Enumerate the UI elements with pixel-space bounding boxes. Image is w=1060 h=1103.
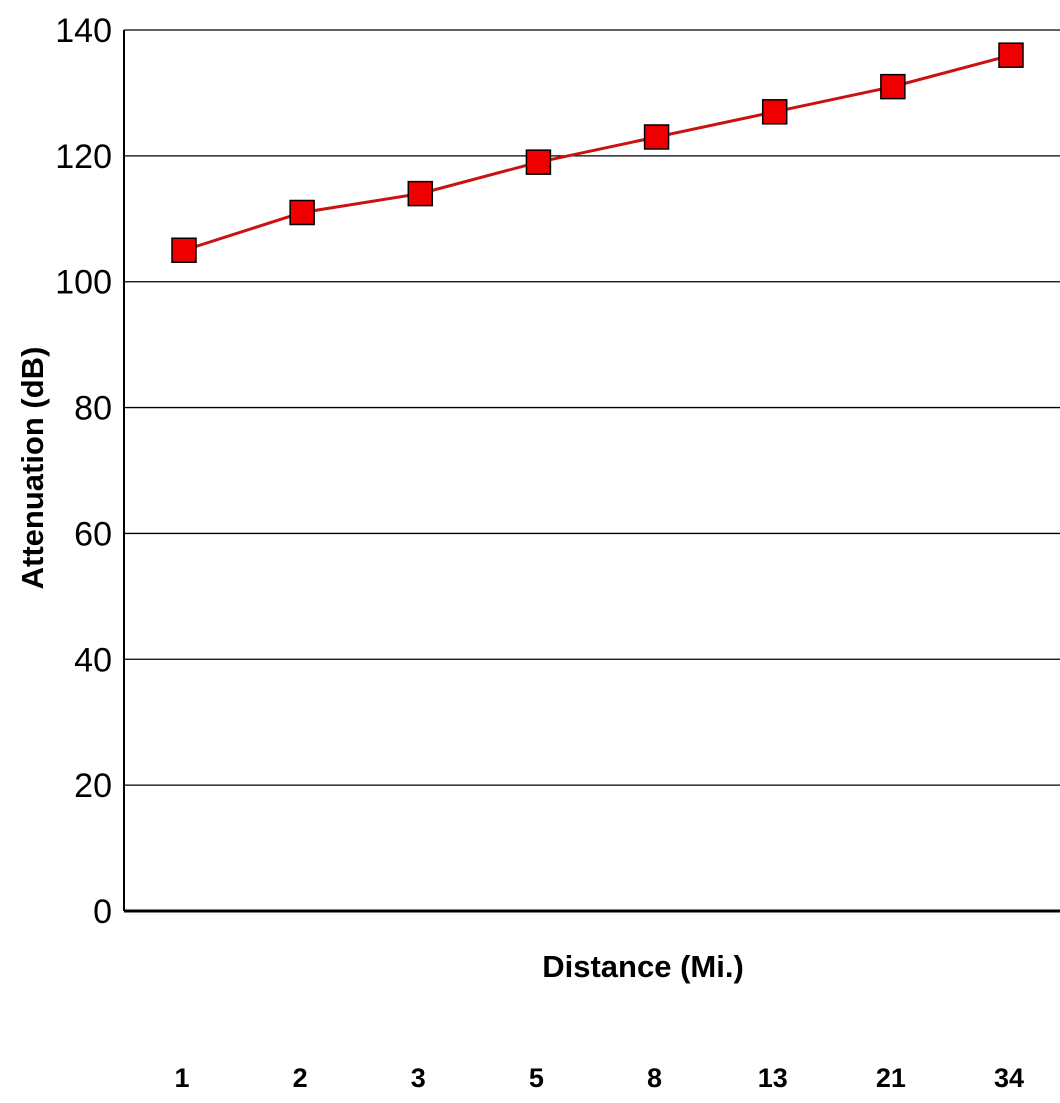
x-tick-label: 5	[529, 1063, 544, 1093]
data-point-marker	[998, 42, 1024, 68]
y-tick-label: 140	[55, 12, 112, 50]
x-tick-label: 13	[758, 1063, 788, 1093]
y-tick-label: 120	[55, 138, 112, 176]
x-tick-label: 34	[994, 1063, 1024, 1093]
x-tick-label: 3	[411, 1063, 426, 1093]
data-point-marker	[525, 149, 552, 175]
y-tick-label: 0	[93, 893, 112, 931]
x-axis-label: Distance (Mi.)	[542, 949, 744, 984]
y-axis-label: Attenuation (dB)	[15, 347, 50, 590]
x-tick-label: 1	[174, 1063, 189, 1093]
series-layer	[171, 42, 1024, 263]
data-point-marker	[761, 99, 788, 125]
data-point-marker	[407, 180, 434, 207]
data-point-marker	[171, 237, 197, 263]
x-tick-labels: 1 2 3 5 8 13 21 34	[174, 1063, 1024, 1093]
x-tick-label: 21	[876, 1063, 906, 1093]
gridlines	[124, 29, 1060, 786]
x-tick-label: 8	[647, 1063, 662, 1093]
data-point-marker	[880, 73, 906, 100]
y-tick-label: 40	[74, 641, 112, 679]
data-point-marker	[643, 124, 670, 150]
x-tick-label: 2	[293, 1063, 308, 1093]
y-tick-label: 100	[55, 264, 112, 302]
y-tick-label: 80	[74, 390, 112, 428]
y-tick-label: 20	[74, 767, 112, 805]
y-tick-labels: 0 20 40 60 80 100 120 140	[55, 12, 112, 931]
data-point-marker	[289, 199, 315, 226]
y-tick-label: 60	[74, 515, 112, 553]
series-line	[183, 53, 1012, 252]
